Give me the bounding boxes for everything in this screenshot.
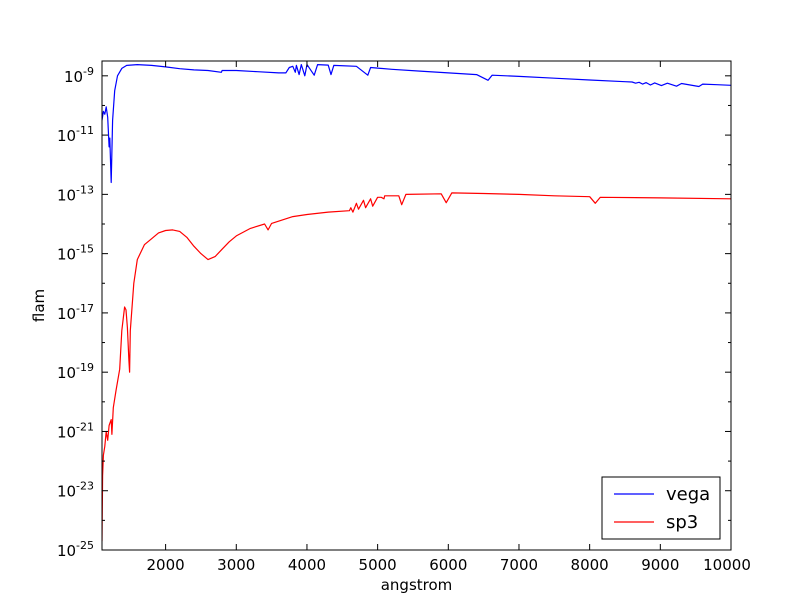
legend-box (601, 476, 721, 540)
y-tick-label: 10-11 (57, 124, 94, 145)
y-tick-label: 10-13 (57, 183, 94, 204)
x-tick-label: 2000 (147, 556, 185, 574)
plot-frame (101, 60, 732, 551)
x-tick-label: 6000 (429, 556, 467, 574)
series-line-sp3 (102, 192, 731, 542)
x-tick-label: 9000 (641, 556, 679, 574)
x-tick-label: 4000 (288, 556, 326, 574)
legend-label-vega: vega (666, 484, 710, 505)
plot-area: 2000 3000 4000 5000 6000 7000 8000 9000 10000 10… (57, 60, 751, 574)
y-axis: 10-9 10-11 10-13 10-15 10-17 10-19 10-21 10-23 1… (57, 65, 731, 560)
legend: vega sp3 (601, 476, 721, 540)
y-tick-label: 10-21 (57, 420, 94, 441)
x-tick-label: 8000 (571, 556, 609, 574)
y-tick-label: 10-19 (57, 361, 94, 382)
x-axis: 2000 3000 4000 5000 6000 7000 8000 9000 10000 (147, 61, 751, 574)
x-tick-label: 3000 (217, 556, 255, 574)
x-tick-label: 5000 (359, 556, 397, 574)
y-tick-label: 10-15 (57, 243, 94, 264)
x-axis-label: angstrom (381, 576, 453, 594)
y-tick-label: 10-25 (57, 539, 94, 560)
y-axis-label: flam (30, 289, 48, 322)
y-tick-label: 10-23 (57, 480, 94, 501)
y-tick-label: 10-17 (57, 302, 94, 323)
x-tick-label: 10000 (703, 556, 751, 574)
y-tick-label: 10-9 (64, 65, 94, 86)
x-tick-label: 7000 (500, 556, 538, 574)
legend-label-sp3: sp3 (666, 512, 698, 533)
series-line-vega (102, 63, 731, 184)
series-layer (102, 63, 731, 542)
